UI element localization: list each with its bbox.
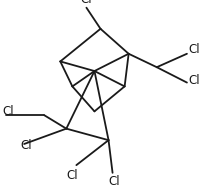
Text: Cl: Cl xyxy=(187,74,199,87)
Text: Cl: Cl xyxy=(80,0,92,6)
Text: Cl: Cl xyxy=(2,105,14,118)
Text: Cl: Cl xyxy=(66,169,78,182)
Text: Cl: Cl xyxy=(20,139,32,152)
Text: Cl: Cl xyxy=(108,175,120,188)
Text: Cl: Cl xyxy=(187,43,199,56)
